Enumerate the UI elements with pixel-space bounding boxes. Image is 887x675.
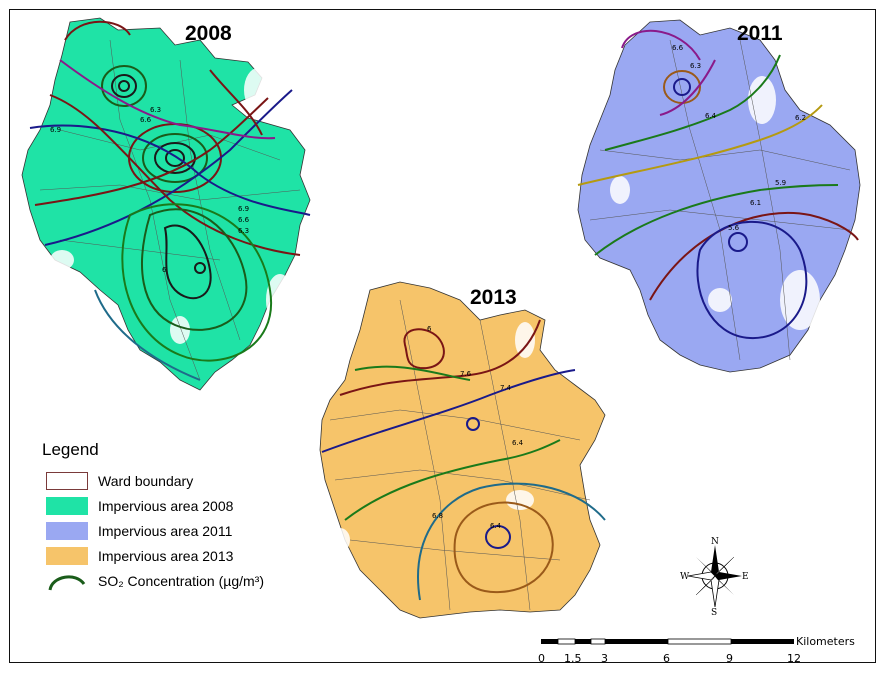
contour-label: 6.6 xyxy=(140,116,152,124)
panel-title-2008: 2008 xyxy=(185,22,232,45)
legend-swatch xyxy=(46,471,88,490)
legend-title: Legend xyxy=(42,440,99,459)
compass-s: S xyxy=(711,608,717,615)
contour-label: 6.4 xyxy=(705,112,717,120)
legend-label: Impervious area 2011 xyxy=(98,522,233,539)
contour-label: 6 xyxy=(427,325,432,333)
legend-item-impervious-2011: Impervious area 2011 xyxy=(42,518,322,543)
legend-item-impervious-2013: Impervious area 2013 xyxy=(42,543,322,568)
contour-label: 7.4 xyxy=(500,384,512,392)
scale-tick: 9 xyxy=(726,652,733,665)
panel-title-2013: 2013 xyxy=(470,286,517,309)
contour-label: 6.8 xyxy=(432,512,443,520)
compass-w: W xyxy=(680,572,690,582)
compass-n: N xyxy=(711,537,719,547)
legend-item-so2-concentration: SO₂ Concentration (µg/m³) xyxy=(42,568,322,593)
legend-swatch xyxy=(46,521,88,540)
contour-label: 6.6 xyxy=(672,44,684,52)
north-arrow-icon: N S W E xyxy=(680,537,749,615)
contour-label: 6.9 xyxy=(238,205,249,213)
contour-label: 6 xyxy=(162,266,167,274)
contour-label: 6.9 xyxy=(50,126,61,134)
contour-line-icon xyxy=(48,574,86,590)
map-2013: 6 7.6 7.4 6.4 6.8 6.4 xyxy=(319,281,606,619)
scale-tick: 6 xyxy=(663,652,670,665)
legend-label: Ward boundary xyxy=(98,472,194,489)
legend-item-ward-boundary: Ward boundary xyxy=(42,468,322,493)
compass-e: E xyxy=(742,572,749,582)
scale-tick: 3 xyxy=(601,652,608,665)
contour-label: 6.3 xyxy=(150,106,161,114)
legend-item-impervious-2008: Impervious area 2008 xyxy=(42,493,322,518)
contour-label: 5.9 xyxy=(775,179,786,187)
contour-label: 6.3 xyxy=(238,227,249,235)
legend: Legend Ward boundary Impervious area 200… xyxy=(42,440,322,593)
scale-bar: Kilometers 0 1.5 3 6 9 12 xyxy=(538,636,855,665)
scale-tick: 1.5 xyxy=(564,652,582,665)
legend-label: SO₂ Concentration (µg/m³) xyxy=(98,572,264,589)
legend-label: Impervious area 2008 xyxy=(98,497,234,514)
map-2008: 6.9 6.6 6.3 6.9 6.6 6.3 6 xyxy=(21,17,311,391)
contour-label: 6.2 xyxy=(795,114,806,122)
contour-label: 6.4 xyxy=(490,522,502,530)
contour-label: 6.1 xyxy=(750,199,761,207)
scale-tick: 0 xyxy=(538,652,545,665)
contour-label: 6.6 xyxy=(238,216,250,224)
legend-label: Impervious area 2013 xyxy=(98,547,234,564)
legend-swatch xyxy=(46,496,88,515)
legend-swatch xyxy=(46,546,88,565)
map-2011: 6.6 6.3 6.4 6.1 6.2 5.6 5.9 xyxy=(577,19,861,373)
contour-label: 6.3 xyxy=(690,62,701,70)
scale-unit: Kilometers xyxy=(796,636,855,648)
contour-label: 7.6 xyxy=(460,370,472,378)
city-outline-2013 xyxy=(319,281,606,619)
contour-label: 5.6 xyxy=(728,224,740,232)
scale-tick: 12 xyxy=(787,652,801,665)
contour-label: 6.4 xyxy=(512,439,524,447)
panel-title-2011: 2011 xyxy=(737,22,783,45)
